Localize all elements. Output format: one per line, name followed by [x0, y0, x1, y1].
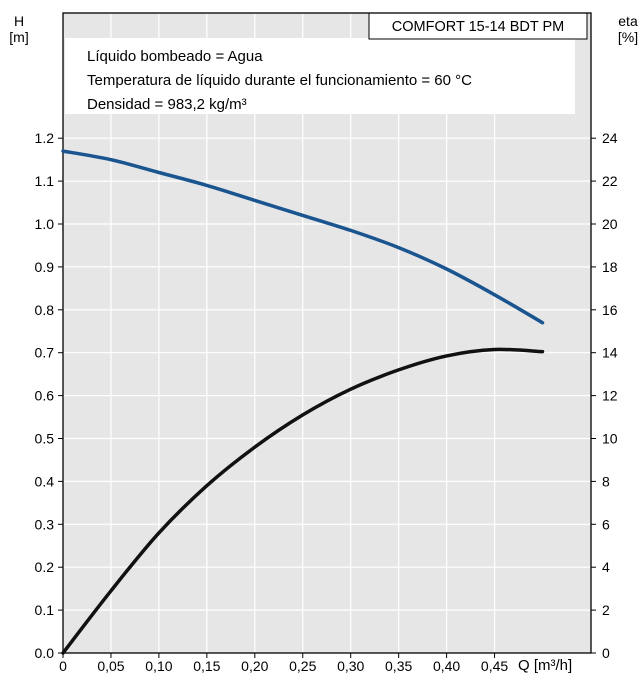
- y-left-tick-label: 0.4: [35, 473, 55, 489]
- info-line-2: Temperatura de líquido durante el funcio…: [87, 72, 472, 89]
- y-left-tick-label: 0.8: [35, 302, 55, 318]
- y-right-tick-label: 20: [602, 216, 618, 232]
- series: [61, 149, 545, 655]
- y-right-tick-label: 16: [602, 302, 618, 318]
- y-right-tick-label: 6: [602, 516, 610, 532]
- efficiency-curve-line: [61, 347, 545, 655]
- model-label-box: [368, 12, 588, 40]
- axes: 0 0,05 0,10 0,15 0,20 0,25 0,30 0,35 0,40 0,45 0.0…: [35, 130, 618, 674]
- y-right-label-unit: [%]: [618, 29, 638, 45]
- x-tick-label: 0,20: [241, 658, 268, 674]
- y-right-tick-label: 2: [602, 602, 610, 618]
- x-tick-label: 0,35: [385, 658, 412, 674]
- y-left-tick-label: 0.6: [35, 388, 55, 404]
- info-line-1: Líquido bombeado = Agua: [87, 48, 263, 65]
- y-right-label-symbol: eta: [618, 13, 638, 29]
- y-left-tick-label: 1.0: [35, 216, 55, 232]
- y-left-tick-label: 0.9: [35, 259, 55, 275]
- y-right-tick-label: 14: [602, 345, 618, 361]
- y-left-tick-label: 0.7: [35, 345, 55, 361]
- y-right-tick-label: 10: [602, 431, 618, 447]
- x-tick-label: 0,30: [337, 658, 364, 674]
- x-tick-label: 0,25: [289, 658, 316, 674]
- model-label: COMFORT 15-14 BDT PM: [392, 19, 564, 35]
- x-tick-label: 0,15: [193, 658, 220, 674]
- y-right-tick-label: 4: [602, 559, 610, 575]
- grid: [63, 13, 591, 653]
- y-left-tick-label: 0.5: [35, 431, 55, 447]
- y-right-tick-label: 24: [602, 130, 618, 146]
- plot-frame: [62, 12, 592, 654]
- y-left-label-symbol: H: [14, 13, 24, 29]
- x-tick-label: 0,05: [97, 658, 124, 674]
- info-box: [65, 38, 575, 114]
- x-tick-label: 0,45: [481, 658, 508, 674]
- plot-background: [63, 13, 591, 653]
- y-left-tick-label: 0.0: [35, 645, 55, 661]
- y-right-tick-label: 12: [602, 388, 618, 404]
- x-tick-label: 0,10: [145, 658, 172, 674]
- y-right-tick-label: 0: [602, 645, 610, 661]
- x-tick-label: 0,40: [433, 658, 460, 674]
- y-left-tick-label: 1.2: [35, 130, 55, 146]
- info-line-3: Densidad = 983,2 kg/m³: [87, 96, 247, 113]
- y-left-tick-label: 0.3: [35, 516, 55, 532]
- x-tick-label: 0: [59, 658, 67, 674]
- y-left-label-unit: [m]: [9, 29, 28, 45]
- head-curve-line: [61, 149, 545, 325]
- y-right-tick-label: 18: [602, 259, 618, 275]
- y-left-tick-label: 0.1: [35, 602, 55, 618]
- y-right-tick-label: 8: [602, 473, 610, 489]
- y-right-tick-label: 22: [602, 173, 618, 189]
- y-left-tick-label: 0.2: [35, 559, 55, 575]
- x-axis-label: Q [m³/h]: [518, 657, 572, 674]
- y-left-tick-label: 1.1: [35, 173, 55, 189]
